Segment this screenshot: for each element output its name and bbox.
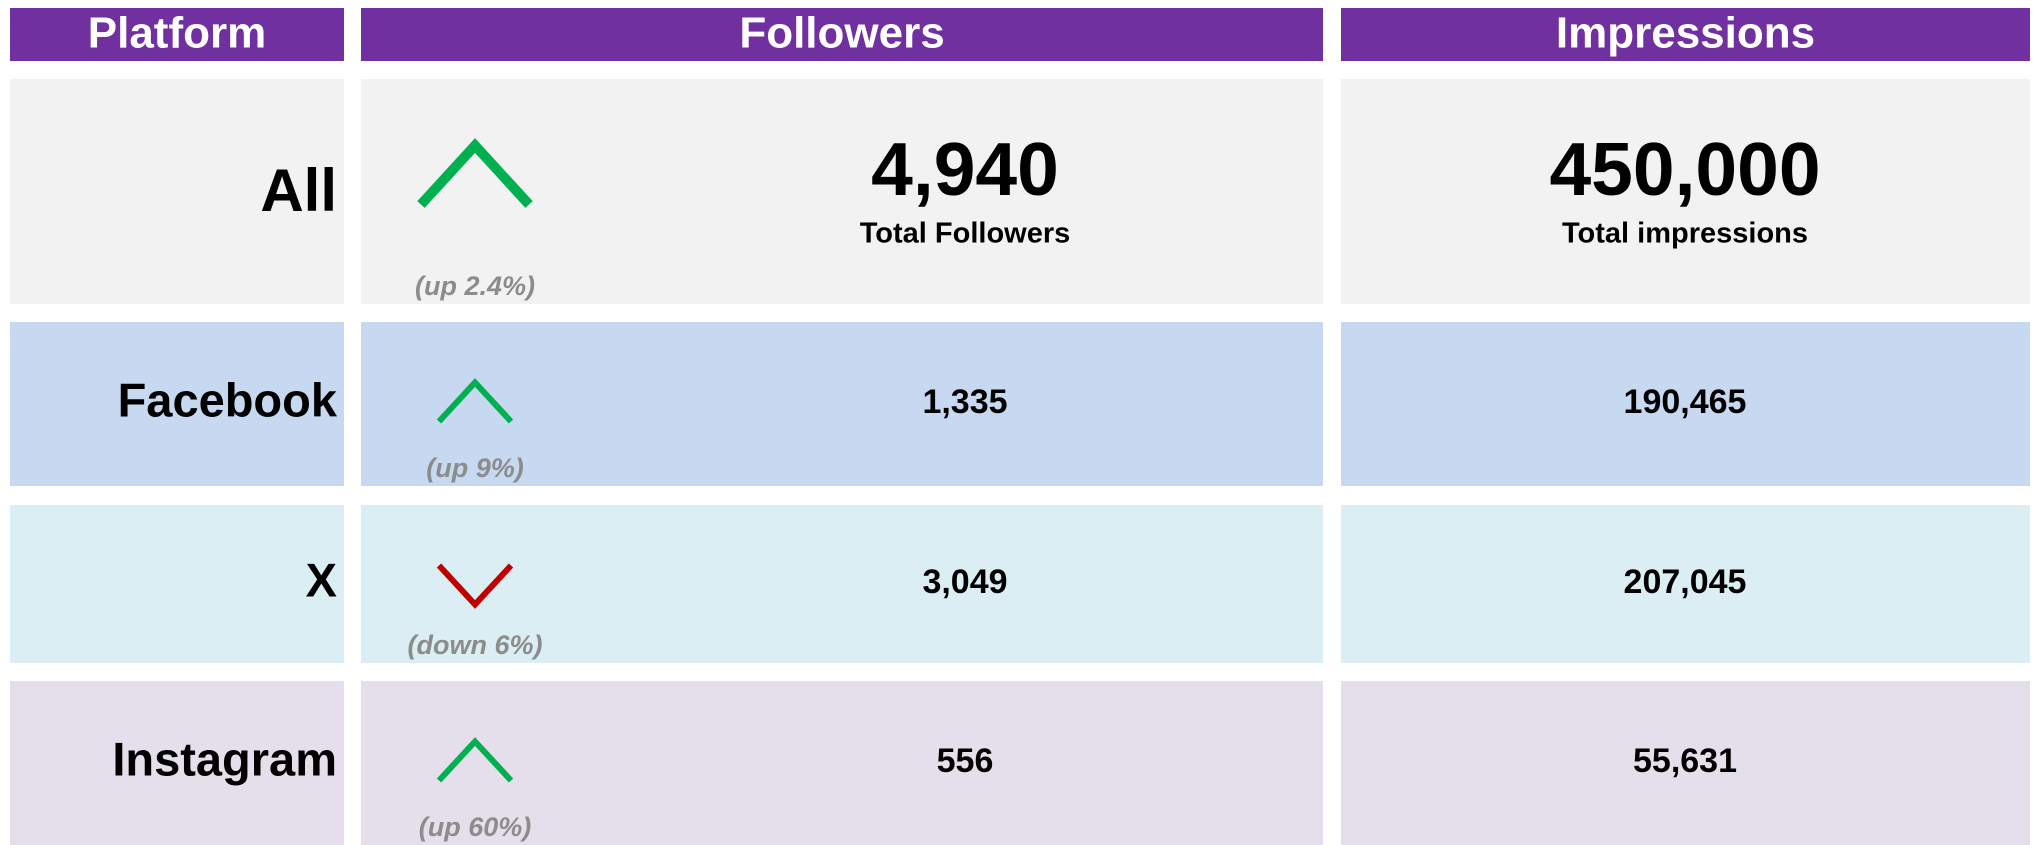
change-label: (down 6%): [408, 630, 543, 660]
impressions-value: 207,045: [1624, 563, 1747, 601]
impressions-value: 190,465: [1624, 383, 1747, 421]
header-cell: [361, 8, 1323, 61]
trend-arrow: [417, 138, 533, 208]
trend-arrow: [436, 737, 514, 783]
row-cell: [361, 322, 1323, 486]
row-cell: [1341, 681, 2030, 845]
platform-label: All: [260, 157, 337, 224]
header-cell: [1341, 8, 2030, 61]
row-cell: [361, 681, 1323, 845]
followers-value: 556: [937, 742, 994, 780]
followers-value: 4,940: [871, 127, 1059, 211]
platform-label: Instagram: [112, 732, 337, 785]
followers-value: 3,049: [922, 563, 1007, 601]
platform-label: Facebook: [118, 373, 338, 426]
impressions-caption: Total impressions: [1562, 218, 1808, 250]
followers-caption: Total Followers: [860, 218, 1071, 250]
row-cell: [10, 79, 344, 304]
row-cell: [361, 505, 1323, 663]
change-label: (up 9%): [426, 453, 524, 483]
row-cell: [1341, 79, 2030, 304]
impressions-value: 450,000: [1549, 127, 1820, 211]
row-cell: [1341, 505, 2030, 663]
change-label: (up 60%): [419, 812, 532, 842]
trend-arrow: [436, 563, 514, 609]
trend-arrow: [436, 378, 514, 424]
header-cell: [10, 8, 344, 61]
row-cell: [10, 505, 344, 663]
row-cell: [10, 681, 344, 845]
row-cell: [10, 322, 344, 486]
followers-value: 1,335: [922, 383, 1007, 421]
platform-label: X: [306, 553, 337, 606]
row-cell: [1341, 322, 2030, 486]
header-label: Platform: [88, 9, 266, 58]
impressions-value: 55,631: [1633, 742, 1737, 780]
change-label: (up 2.4%): [415, 271, 535, 301]
header-label: Followers: [739, 9, 944, 58]
header-label: Impressions: [1556, 9, 1815, 58]
